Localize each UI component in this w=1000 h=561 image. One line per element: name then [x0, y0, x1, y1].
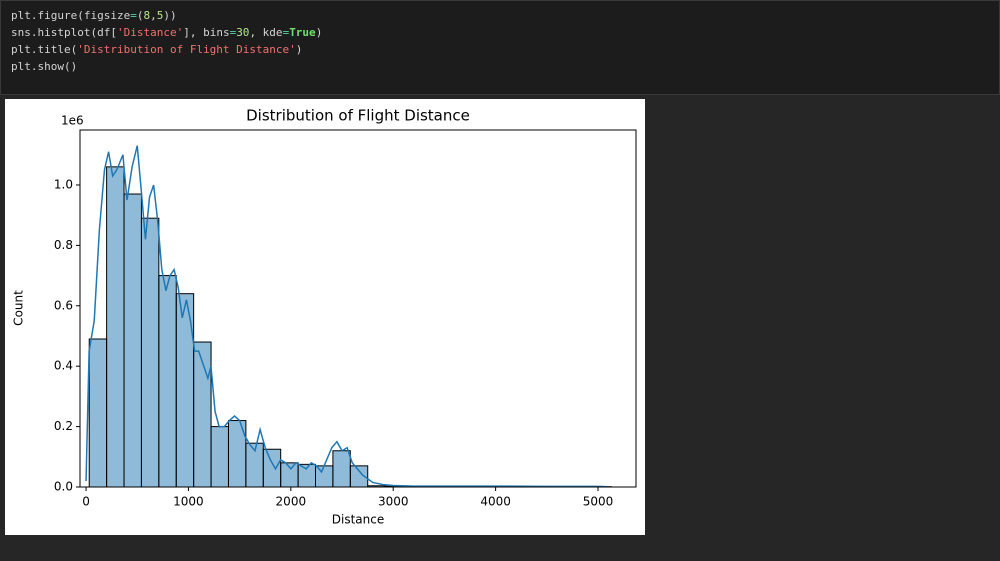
code-token: True: [289, 26, 316, 39]
code-token: =: [282, 26, 290, 39]
code-token: ,: [150, 9, 157, 22]
code-token: 'Distribution of Flight Distance': [77, 43, 296, 56]
code-token: plt.show(): [11, 60, 78, 73]
code-token: =: [229, 26, 237, 39]
bar: [88, 338, 108, 488]
y-tick-label: 0.4: [54, 359, 73, 373]
x-tick-label: 1000: [173, 495, 204, 509]
x-tick-label: 0: [82, 495, 90, 509]
code-token: plt.figure(figsize: [11, 9, 131, 22]
kde-line: [85, 145, 609, 488]
x-tick-label: 5000: [583, 495, 614, 509]
code-token: ], bins: [183, 26, 230, 39]
code-token: ): [295, 43, 303, 56]
code-token: )): [163, 9, 177, 22]
bar: [210, 426, 229, 488]
x-tick-label: 2000: [276, 495, 307, 509]
figure: Distribution of Flight Distance Distance…: [5, 99, 645, 535]
code-token: 30: [236, 26, 250, 39]
code-token: 5: [156, 9, 164, 22]
bar: [140, 217, 160, 488]
bar: [106, 166, 125, 488]
bar: [315, 465, 334, 488]
x-axis-label: Distance: [332, 513, 384, 527]
code-token: =: [130, 9, 137, 22]
code-line: plt.figure(figsize=(8,5)): [11, 7, 322, 24]
code-token: ): [315, 26, 323, 39]
x-tick-label: 4000: [480, 495, 511, 509]
y-tick-label: 0.2: [54, 419, 73, 433]
bar: [262, 448, 282, 488]
axes-frame: [79, 129, 637, 488]
code: plt.figure(figsize=(8,5)) sns.histplot(df…: [11, 7, 322, 75]
code-line: plt.title('Distribution of Flight Distan…: [11, 41, 322, 58]
y-tick-label: 0.6: [54, 298, 73, 312]
code-line: sns.histplot(df['Distance'], bins=30, kd…: [11, 24, 322, 41]
bar: [332, 450, 351, 488]
code-token: 'Distance': [116, 26, 184, 39]
code-token: (: [136, 9, 144, 22]
code-token: sns.histplot(df[: [11, 26, 117, 39]
code-line: plt.show(): [11, 58, 322, 75]
y-offset-label: 1e6: [61, 114, 84, 128]
code-token: plt.title(: [11, 43, 78, 56]
code-cell[interactable]: plt.figure(figsize=(8,5)) sns.histplot(df…: [0, 0, 1000, 95]
chart: Distribution of Flight Distance Distance…: [12, 107, 637, 527]
bar: [123, 193, 142, 488]
bar: [158, 275, 177, 488]
y-tick-label: 0.8: [54, 238, 73, 252]
code-token: , kde: [249, 26, 283, 39]
y-tick-label: 1.0: [54, 177, 73, 191]
y-tick-label: 0.0: [54, 480, 73, 494]
chart-title: Distribution of Flight Distance: [246, 107, 470, 125]
x-tick-label: 3000: [378, 495, 409, 509]
y-axis-label: Count: [12, 290, 26, 326]
code-token: 8: [143, 9, 151, 22]
